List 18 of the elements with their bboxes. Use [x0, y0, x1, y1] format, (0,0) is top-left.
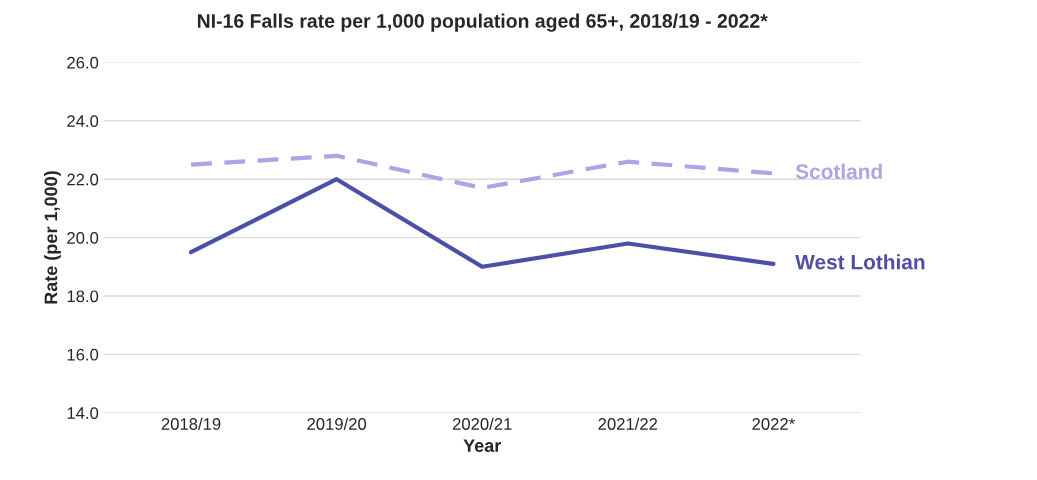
y-tick-label: 24.0 — [67, 115, 99, 127]
y-tick-label: 26.0 — [67, 56, 99, 69]
y-tick-label: 22.0 — [67, 173, 99, 186]
x-tick-label: 2021/22 — [598, 417, 658, 430]
x-tick-label: 2020/21 — [452, 417, 512, 430]
x-tick-label: 2022* — [752, 418, 795, 430]
series-label: West Lothian — [795, 254, 925, 270]
line-series — [188, 177, 776, 269]
x-tick-label: 2018/19 — [161, 417, 221, 430]
y-tick-label: 16.0 — [67, 348, 99, 361]
y-axis-title: Rate (per 1,000) — [44, 171, 61, 304]
y-tick-label: 20.0 — [67, 232, 99, 244]
x-axis-title: Year — [463, 439, 502, 453]
x-tick-label: 2019/20 — [307, 417, 367, 430]
series-label: Scotland — [795, 163, 882, 179]
y-tick-label: 18.0 — [67, 290, 99, 303]
chart-title: NI-16 Falls rate per 1,000 population aged 65+, 2018/19 - 2022* — [197, 13, 768, 32]
y-tick-label: 14.0 — [67, 407, 99, 419]
